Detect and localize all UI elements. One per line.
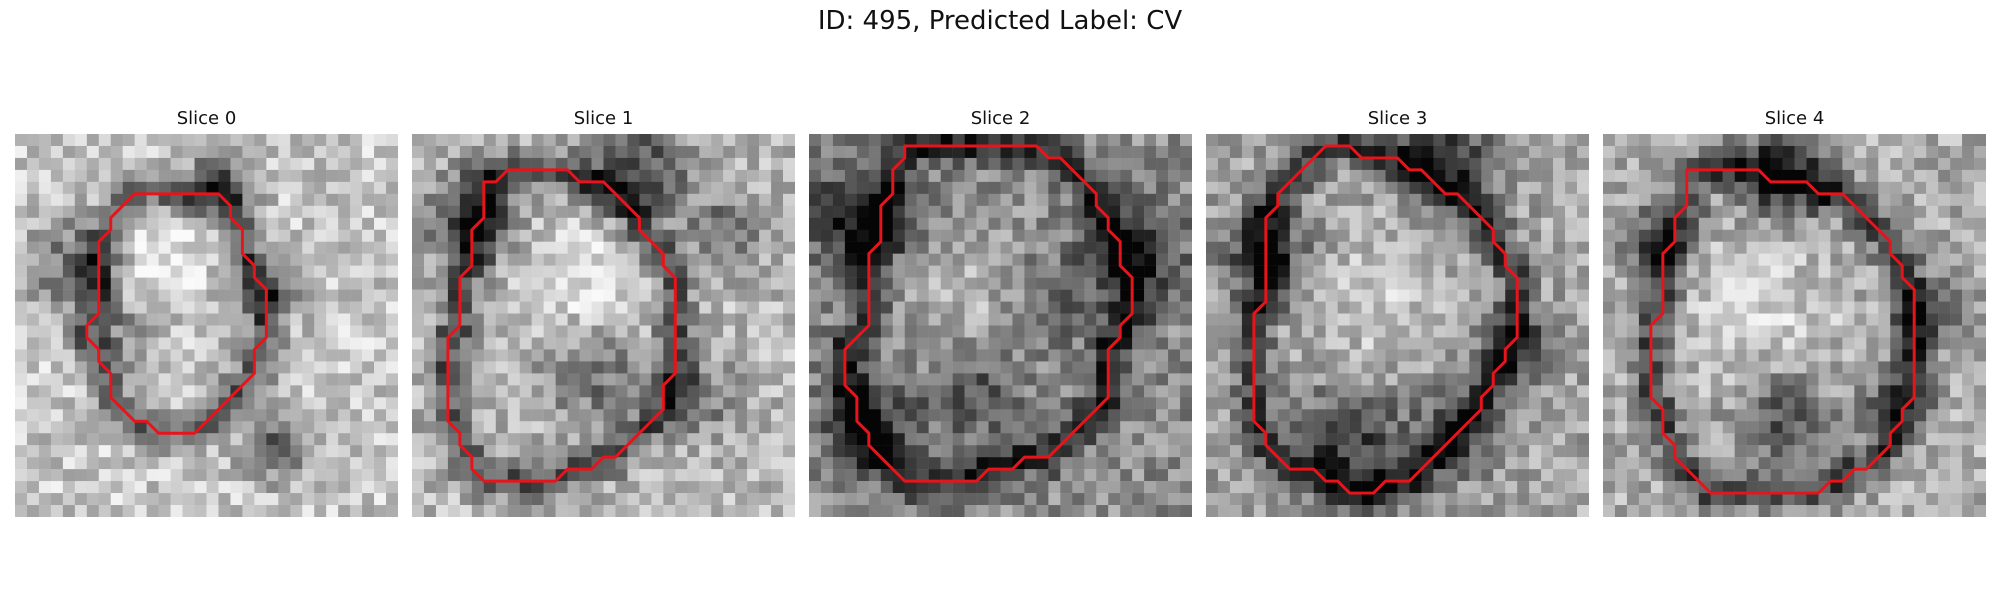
slice-image <box>809 134 1192 517</box>
slice-title: Slice 3 <box>1367 108 1428 129</box>
slice-panel-1: Slice 1 <box>412 108 795 517</box>
slice-panel-4: Slice 4 <box>1603 108 1986 517</box>
slice-image <box>15 134 398 517</box>
segmentation-outline <box>85 192 268 435</box>
segmentation-outline <box>1649 168 1916 495</box>
slice-panel-2: Slice 2 <box>809 108 1192 517</box>
segmentation-outline <box>446 168 677 483</box>
slice-title: Slice 1 <box>573 108 634 129</box>
slice-title: Slice 2 <box>970 108 1031 129</box>
slice-title: Slice 0 <box>176 108 237 129</box>
slice-image <box>1206 134 1589 517</box>
slice-image <box>1603 134 1986 517</box>
slice-image <box>412 134 795 517</box>
segmentation-outline <box>1252 144 1519 495</box>
segmentation-outline <box>843 144 1134 483</box>
slice-panel-3: Slice 3 <box>1206 108 1589 517</box>
slice-panel-0: Slice 0 <box>15 108 398 517</box>
figure-title: ID: 495, Predicted Label: CV <box>817 6 1183 36</box>
slice-title: Slice 4 <box>1764 108 1825 129</box>
